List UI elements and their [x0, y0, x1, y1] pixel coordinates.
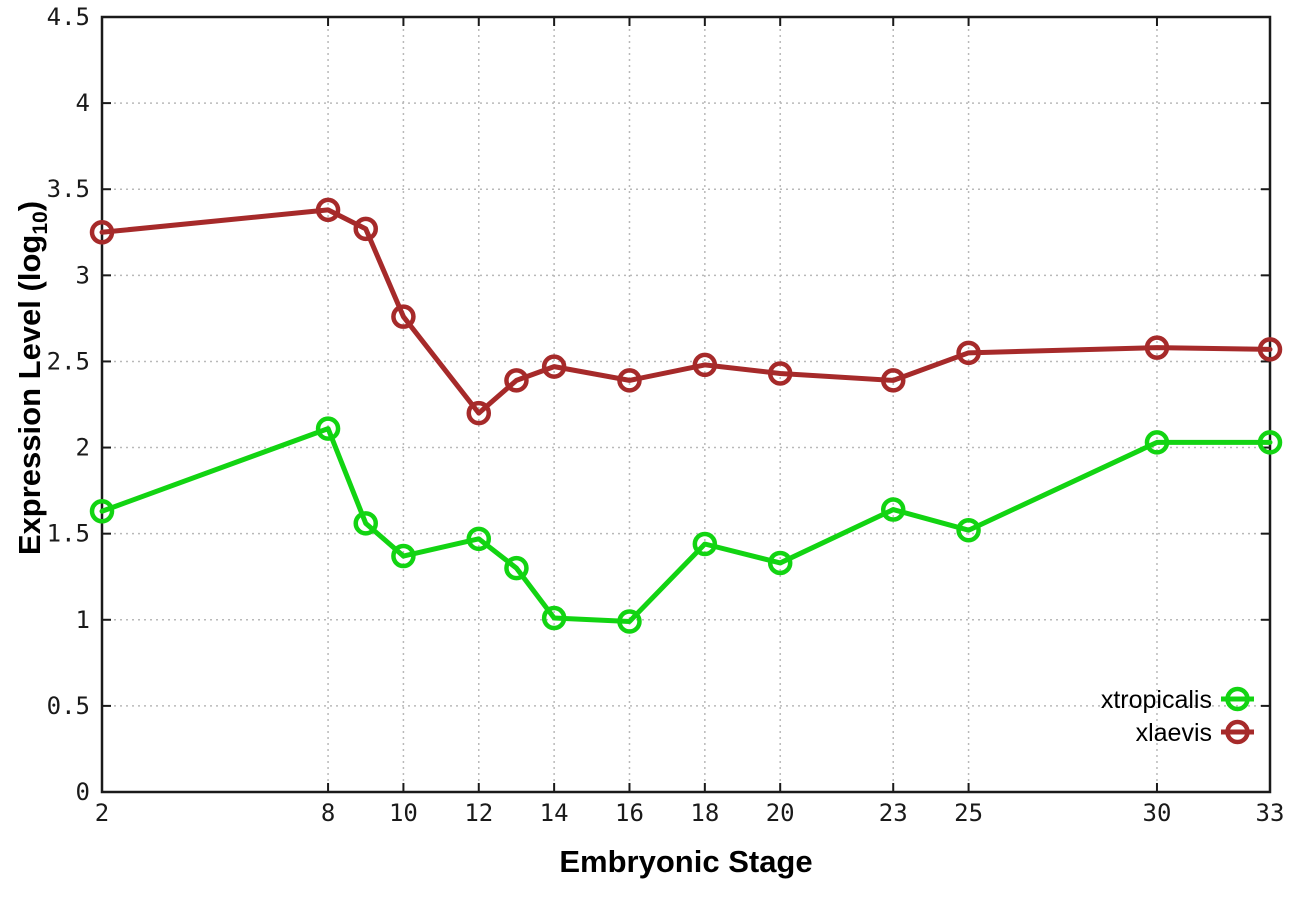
marker-xlaevis-stage-33	[1257, 337, 1283, 362]
marker-xtropicalis-stage-30	[1144, 430, 1170, 455]
series-line-xtropicalis	[99, 426, 1273, 624]
x-tick-label-16: 16	[615, 799, 644, 827]
marker-xlaevis-stage-10	[391, 304, 416, 329]
plot-border	[100, 15, 1272, 794]
marker-xtropicalis-stage-16	[617, 609, 642, 634]
y-axis-title: Expression Level (log10)	[8, 0, 52, 768]
y-tick-label-3: 3	[76, 261, 90, 289]
marker-xtropicalis-stage-14	[541, 605, 567, 631]
x-tick-label-2: 2	[95, 799, 109, 827]
legend-sample-marker-xlaevis	[1225, 719, 1250, 745]
x-tick-label-33: 33	[1256, 799, 1285, 827]
y-tick-label-2-5: 2.5	[47, 347, 90, 375]
marker-xtropicalis-stage-20	[767, 550, 793, 576]
marker-xtropicalis-stage-12	[466, 526, 492, 552]
legend-label-xtropicalis: xtropicalis	[1101, 686, 1212, 714]
marker-xlaevis-stage-8	[315, 197, 341, 223]
y-axis-title-close: )	[12, 200, 47, 212]
y-tick-label-3-5: 3.5	[47, 175, 90, 203]
legend-label-xlaevis: xlaevis	[1136, 719, 1212, 747]
x-tick-label-14: 14	[540, 799, 569, 827]
y-axis-title-text: Expression Level (log	[12, 234, 47, 556]
marker-xlaevis-stage-23	[880, 368, 906, 393]
marker-xtropicalis-stage-18	[692, 531, 718, 557]
marker-xtropicalis-stage-9	[353, 511, 378, 536]
marker-xtropicalis-stage-23	[880, 497, 906, 522]
marker-xtropicalis-stage-2	[89, 499, 115, 524]
x-tick-label-23: 23	[879, 799, 908, 827]
marker-xlaevis-stage-30	[1144, 335, 1170, 360]
marker-xlaevis-stage-9	[353, 216, 378, 242]
x-tick-label-10: 10	[389, 799, 418, 827]
y-tick-label-4: 4	[76, 89, 90, 117]
y-axis-title-subscript: 10	[29, 211, 53, 235]
marker-xlaevis-stage-20	[767, 361, 793, 386]
y-tick-label-4-5: 4.5	[47, 3, 90, 31]
x-tick-label-25: 25	[954, 799, 983, 827]
marker-xtropicalis-stage-8	[315, 416, 341, 441]
x-tick-label-8: 8	[321, 799, 335, 827]
marker-xlaevis-stage-2	[89, 220, 115, 245]
legend-entry-xtropicalis: xtropicalis	[1101, 686, 1254, 714]
y-tick-label-2: 2	[76, 434, 90, 462]
marker-xlaevis-stage-13	[504, 368, 529, 393]
y-tick-label-1: 1	[76, 606, 90, 634]
y-tick-label-0-5: 0.5	[47, 692, 90, 720]
marker-xtropicalis-stage-10	[391, 543, 416, 569]
x-tick-label-18: 18	[690, 799, 719, 827]
x-tick-label-20: 20	[766, 799, 795, 827]
legend-sample-marker-xtropicalis	[1225, 686, 1250, 712]
series-line-xlaevis	[99, 207, 1273, 416]
y-tick-label-0: 0	[76, 778, 90, 806]
legend-entry-xlaevis: xlaevis	[1136, 719, 1254, 747]
y-tick-label-1-5: 1.5	[47, 520, 90, 548]
marker-xtropicalis-stage-25	[956, 517, 981, 543]
marker-xlaevis-stage-12	[466, 400, 492, 426]
x-axis-title: Embryonic Stage	[559, 844, 813, 879]
x-tick-label-30: 30	[1143, 799, 1172, 827]
marker-xlaevis-stage-25	[956, 340, 981, 366]
marker-xlaevis-stage-14	[541, 354, 567, 379]
marker-xlaevis-stage-16	[617, 368, 642, 393]
marker-xtropicalis-stage-33	[1257, 430, 1283, 455]
marker-xtropicalis-stage-13	[504, 555, 529, 581]
x-tick-label-12: 12	[464, 799, 493, 827]
marker-xlaevis-stage-18	[692, 352, 718, 378]
